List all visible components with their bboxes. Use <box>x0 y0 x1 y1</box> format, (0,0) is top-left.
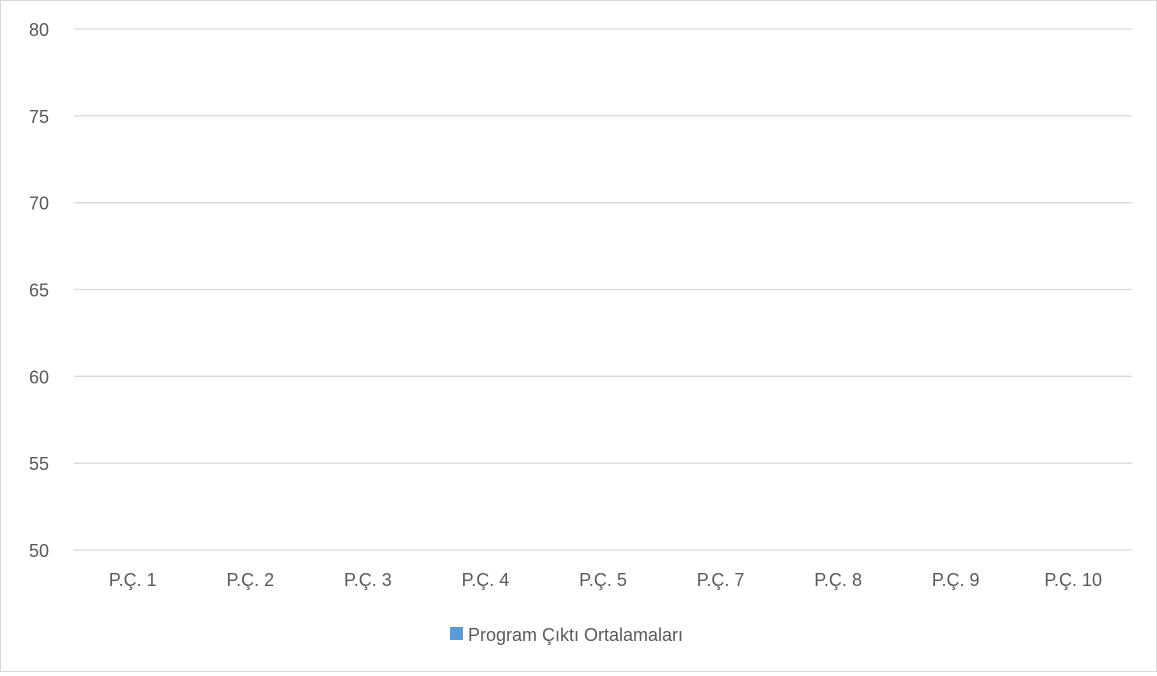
y-tick-label: 80 <box>29 20 49 40</box>
y-tick-label: 70 <box>29 194 49 214</box>
x-tick-label: P.Ç. 9 <box>932 570 980 590</box>
x-tick-label: P.Ç. 2 <box>226 570 274 590</box>
y-tick-label: 50 <box>29 541 49 561</box>
y-axis-ticks: 50 55 60 65 70 75 80 <box>29 20 49 561</box>
x-tick-label: P.Ç. 1 <box>109 570 157 590</box>
x-tick-label: P.Ç. 7 <box>697 570 745 590</box>
y-tick-label: 60 <box>29 367 49 387</box>
legend: Program Çıktı Ortalamaları <box>450 625 683 645</box>
x-axis-ticks: P.Ç. 1 P.Ç. 2 P.Ç. 3 P.Ç. 4 P.Ç. 5 P.Ç. 7 P.Ç.… <box>109 570 1102 590</box>
x-tick-label: P.Ç. 8 <box>814 570 862 590</box>
legend-label: Program Çıktı Ortalamaları <box>468 625 683 645</box>
x-tick-label: P.Ç. 10 <box>1044 570 1102 590</box>
y-tick-label: 55 <box>29 454 49 474</box>
gridlines <box>74 28 1132 551</box>
y-tick-label: 65 <box>29 281 49 301</box>
x-tick-label: P.Ç. 3 <box>344 570 392 590</box>
x-tick-label: P.Ç. 4 <box>462 570 510 590</box>
x-tick-label: P.Ç. 5 <box>579 570 627 590</box>
legend-swatch <box>450 627 463 640</box>
y-tick-label: 75 <box>29 107 49 127</box>
